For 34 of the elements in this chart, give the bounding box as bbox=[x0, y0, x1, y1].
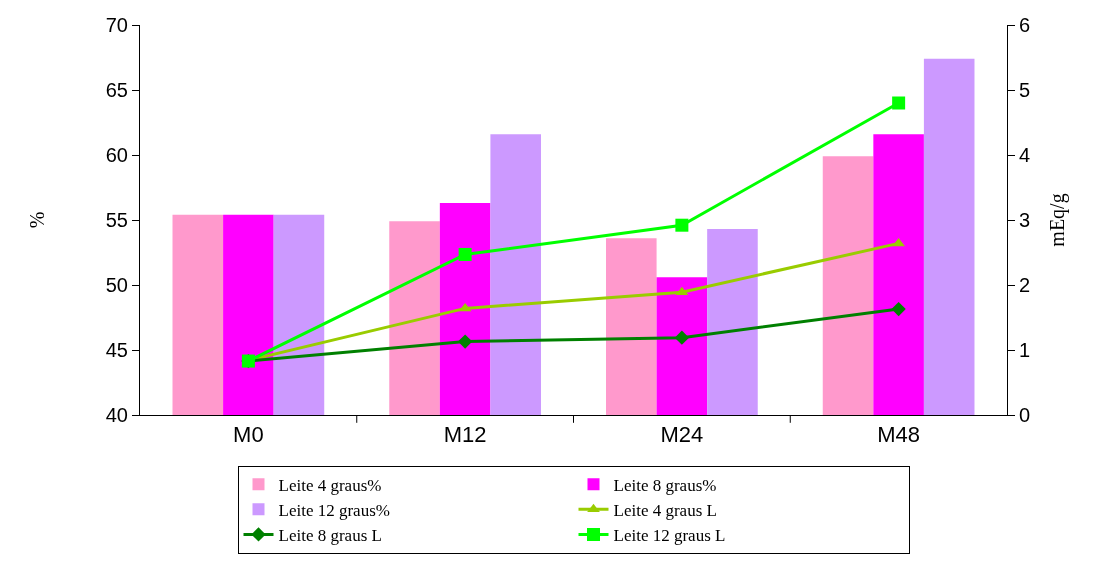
legend-label: Leite 8 graus% bbox=[613, 475, 717, 495]
y-tick-label: 65 bbox=[105, 79, 128, 101]
y2-tick-label: 5 bbox=[1019, 79, 1031, 101]
point bbox=[457, 334, 473, 349]
y-tick-label: 60 bbox=[105, 144, 128, 166]
y-tick-label: 55 bbox=[105, 209, 128, 231]
point bbox=[892, 237, 905, 247]
point bbox=[674, 330, 690, 345]
y2-tick-label: 3 bbox=[1019, 209, 1031, 231]
legend-label: Leite 4 graus L bbox=[613, 500, 717, 520]
y2-tick-label: 0 bbox=[1019, 404, 1031, 426]
point bbox=[892, 96, 906, 110]
point bbox=[675, 218, 689, 232]
y-tick-label: 45 bbox=[105, 339, 128, 361]
y-tick-label: 50 bbox=[105, 274, 128, 296]
legend-label: Leite 4 graus% bbox=[278, 475, 382, 495]
x-tick-label: M48 bbox=[877, 422, 921, 448]
y2-tick-label: 1 bbox=[1019, 339, 1031, 361]
point bbox=[458, 247, 472, 261]
point bbox=[891, 301, 906, 317]
y2-tick-label: 4 bbox=[1019, 144, 1031, 166]
y2-tick-label: 6 bbox=[1019, 14, 1031, 36]
y-tick-label: 70 bbox=[105, 14, 128, 36]
x-tick-label: M0 bbox=[233, 422, 264, 448]
y2-axis-title: mEq/g bbox=[1045, 193, 1069, 247]
y2-tick-label: 2 bbox=[1019, 274, 1031, 296]
legend-label: Leite 12 graus L bbox=[613, 526, 726, 546]
point bbox=[458, 302, 472, 312]
y-tick-label: 40 bbox=[105, 404, 128, 426]
x-tick-label: M12 bbox=[443, 422, 487, 448]
legend-label: Leite 8 graus L bbox=[278, 526, 382, 546]
x-tick-label: M24 bbox=[660, 422, 704, 448]
y-axis-title: % bbox=[26, 211, 49, 229]
legend-label: Leite 12 graus% bbox=[278, 500, 390, 520]
